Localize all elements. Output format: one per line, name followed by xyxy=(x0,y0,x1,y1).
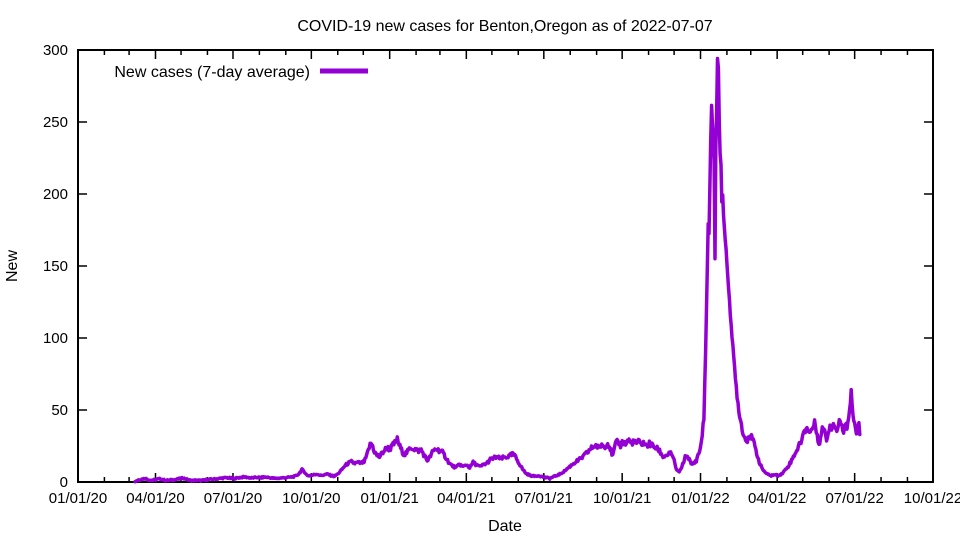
y-tick-label: 0 xyxy=(60,474,68,491)
chart-title: COVID-19 new cases for Benton,Oregon as … xyxy=(297,18,712,35)
x-tick-label: 04/01/20 xyxy=(126,490,184,507)
legend-label: New cases (7-day average) xyxy=(114,64,310,81)
y-axis-label: New xyxy=(4,250,21,282)
x-axis-label: Date xyxy=(488,518,522,535)
y-tick-label: 300 xyxy=(43,42,68,59)
y-tick-label: 200 xyxy=(43,186,68,203)
y-tick-label: 100 xyxy=(43,330,68,347)
legend: New cases (7-day average) xyxy=(114,64,368,81)
y-tick-label: 250 xyxy=(43,114,68,131)
x-tick-label: 01/01/20 xyxy=(49,490,107,507)
x-tick-label: 10/01/20 xyxy=(282,490,340,507)
x-tick-label: 04/01/21 xyxy=(437,490,495,507)
x-tick-label: 07/01/21 xyxy=(515,490,573,507)
x-tick-label: 01/01/21 xyxy=(360,490,418,507)
x-tick-label: 01/01/22 xyxy=(671,490,729,507)
x-tick-label: 10/01/22 xyxy=(904,490,960,507)
y-tick-label: 50 xyxy=(51,402,68,419)
new-cases-line xyxy=(133,56,862,484)
x-tick-label: 10/01/21 xyxy=(593,490,651,507)
x-tick-label: 07/01/20 xyxy=(204,490,262,507)
plot-area: 01/01/20 04/01/20 07/01/20 10/01/20 01/01/21… xyxy=(43,42,960,507)
x-tick-label: 07/01/22 xyxy=(825,490,883,507)
plot-border xyxy=(77,49,934,483)
y-tick-label: 150 xyxy=(43,258,68,275)
x-tick-label: 04/01/22 xyxy=(748,490,806,507)
